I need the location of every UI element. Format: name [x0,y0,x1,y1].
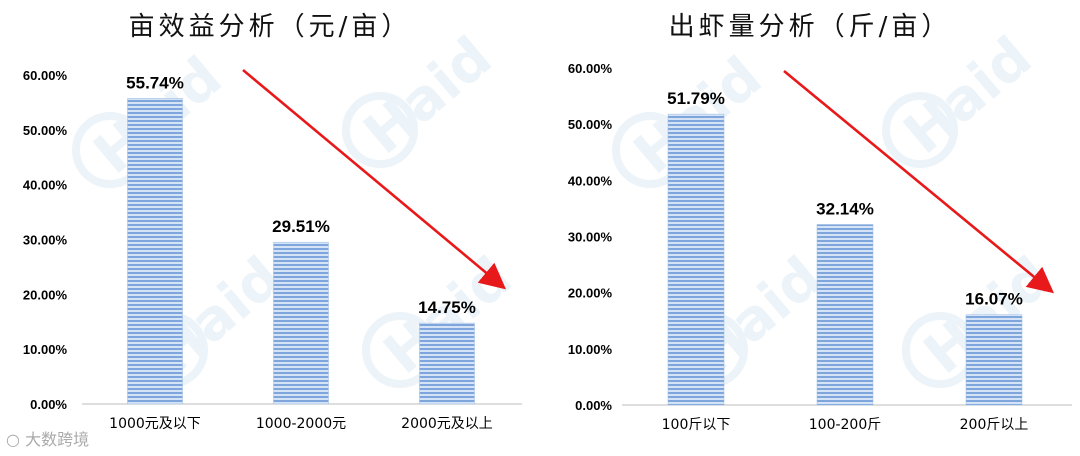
x-category-label: 2000元及以上 [401,416,493,432]
bar [667,113,725,406]
y-tick-label: 40.00% [23,178,68,193]
chart-canvas: HaidHaidHaidHaid0.00%10.00%20.00%30.00%4… [568,25,1072,433]
y-tick-label: 10.00% [568,342,613,357]
data-label: 16.07% [965,290,1023,309]
y-tick-label: 60.00% [23,68,68,83]
y-tick-label: 10.00% [23,342,68,357]
y-tick-label: 0.00% [575,398,612,413]
y-tick-label: 20.00% [23,287,68,302]
data-label: 55.74% [126,73,184,92]
bar [419,322,475,405]
y-tick-label: 20.00% [568,286,613,301]
y-tick-label: 40.00% [568,173,613,188]
x-category-label: 100斤以下 [662,417,731,433]
data-label: 14.75% [418,298,476,317]
x-category-label: 1000-2000元 [256,416,346,432]
data-label: 32.14% [816,199,874,218]
brand-text: 大数跨境 [25,430,90,449]
data-label: 29.51% [272,217,330,236]
chart-canvas: HaidHaidHaidHaid0.00%10.00%20.00%30.00%4… [23,25,524,432]
brand-logo-icon: ○ [6,430,20,449]
x-category-label: 200斤以上 [960,417,1029,433]
chart-title: 亩效益分析（元/亩） [128,12,412,42]
y-tick-label: 30.00% [23,233,68,248]
y-tick-label: 0.00% [30,397,67,412]
chart-panel-yield-benefit: 亩效益分析（元/亩） HaidHaidHaidHaid0.00%10.00%20… [23,12,524,432]
chart-panel-shrimp-output: 出虾量分析（斤/亩） HaidHaidHaidHaid0.00%10.00%20… [540,0,1080,456]
x-category-label: 100-200斤 [809,417,882,433]
chart-title: 出虾量分析（斤/亩） [668,12,952,42]
trend-arrow [783,69,1055,294]
trend-arrow [242,69,506,290]
y-tick-label: 50.00% [23,123,68,138]
bar [273,241,329,405]
bar [965,314,1023,406]
y-tick-label: 30.00% [568,230,613,245]
bar [816,224,874,406]
bar [127,98,183,405]
data-label: 51.79% [667,89,725,108]
y-tick-label: 50.00% [568,117,613,132]
x-category-label: 1000元及以下 [109,416,201,432]
footer-brand: ○ 大数跨境 [6,426,89,450]
y-tick-label: 60.00% [568,61,613,76]
